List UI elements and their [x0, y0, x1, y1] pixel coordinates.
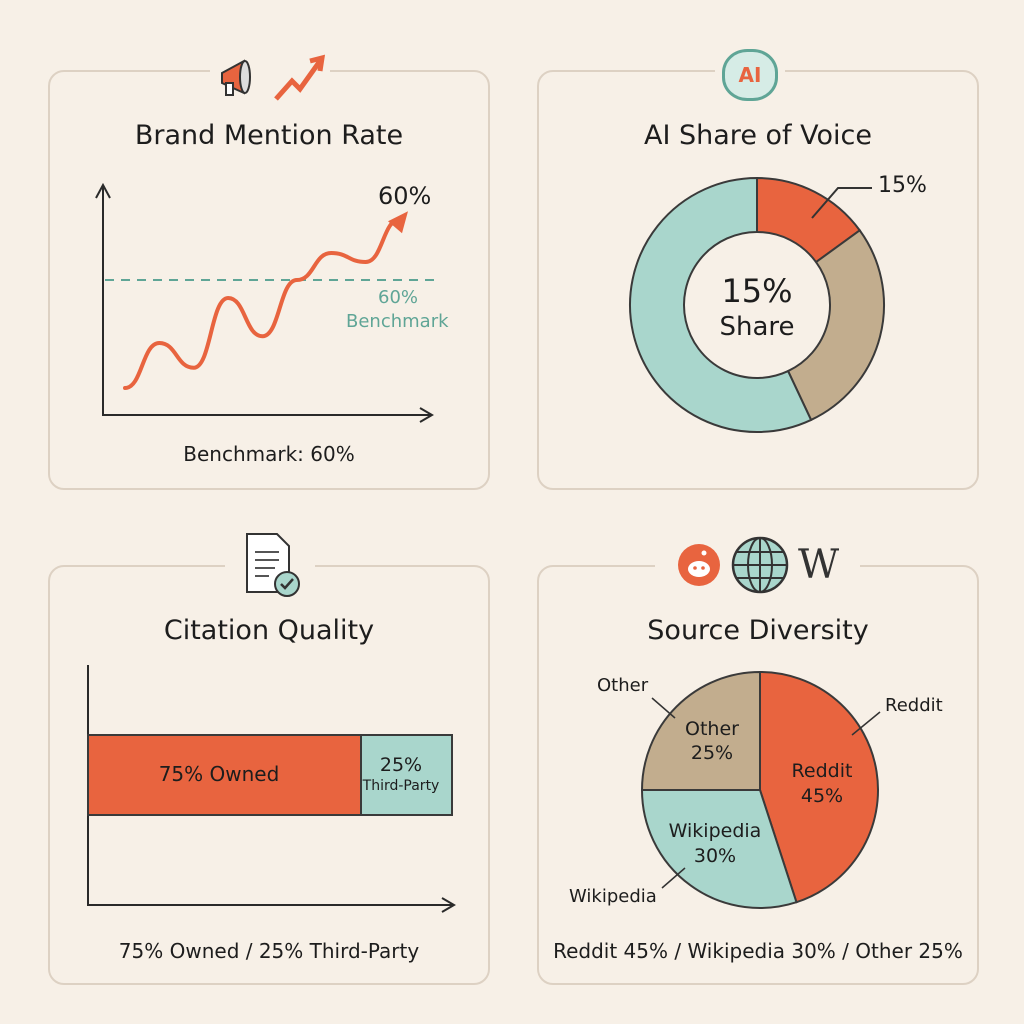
panel-title: Source Diversity: [647, 615, 869, 646]
pie-slice-reddit: [759, 670, 879, 904]
document-check-icon: [246, 533, 300, 597]
trend-up-arrow-icon: [273, 54, 325, 101]
benchmark-value-label: 60%: [378, 287, 419, 308]
bar-label-third-party-name: Third-Party: [362, 778, 440, 794]
pie-outer-label-other: Other: [597, 675, 649, 696]
pie-inner-value-reddit: 45%: [800, 785, 844, 807]
panel-icons: [210, 50, 330, 105]
pie-outer-label-wikipedia: Wikipedia: [569, 886, 657, 907]
reddit-icon: [677, 544, 720, 586]
bar-segment-third-party: [360, 734, 453, 816]
share-of-voice-panel: AI Share of Voice: [537, 70, 979, 490]
panel-footer: Reddit 45% / Wikipedia 30% / Other 25%: [553, 939, 963, 963]
source-diversity-panel: Source Diversity Reddit 45% / Wikipedia …: [537, 565, 979, 985]
bar-segment-owned: [87, 734, 362, 816]
line-end-label: 60%: [378, 182, 432, 210]
pie-inner-value-other: 25%: [690, 742, 734, 764]
bar-label-third-party-value: 25%: [379, 754, 423, 776]
pie-inner-name-other: Other: [685, 718, 739, 740]
donut-center-label: Share: [719, 312, 795, 342]
bar-label-owned: 75% Owned: [158, 762, 280, 786]
ai-brain-icon: AI: [722, 49, 778, 101]
wikipedia-icon: W: [797, 542, 840, 588]
panel-icons: AI: [715, 45, 785, 105]
axes: [95, 182, 434, 423]
line-arrowhead: [388, 211, 408, 234]
leader-line-wikipedia: [661, 867, 686, 889]
pie-inner-name-wikipedia: Wikipedia: [668, 820, 762, 842]
panel-icons: W: [655, 532, 860, 598]
globe-icon: [731, 536, 789, 594]
brand-mention-panel: Brand Mention Rate Benchmark: 60%: [48, 70, 490, 490]
donut-callout-label: 15%: [878, 173, 927, 198]
pie-inner-value-wikipedia: 30%: [693, 845, 737, 867]
megaphone-icon: [220, 58, 251, 96]
pie-outer-label-reddit: Reddit: [885, 695, 943, 716]
panel-title: AI Share of Voice: [644, 120, 872, 151]
donut-slice-2: [629, 176, 813, 433]
panel-title: Citation Quality: [163, 615, 375, 646]
callout-line: [811, 187, 872, 219]
pie-slice-wikipedia: [640, 789, 798, 909]
panel-footer: Benchmark: 60%: [183, 442, 355, 466]
leader-line-reddit: [851, 711, 881, 736]
panel-title: Brand Mention Rate: [134, 120, 404, 151]
panel-footer: 75% Owned / 25% Third-Party: [118, 939, 420, 963]
benchmark-text-label: Benchmark: [346, 311, 449, 332]
leader-line-other: [651, 697, 676, 719]
pie-inner-name-reddit: Reddit: [791, 760, 853, 782]
donut-slice-1: [786, 228, 885, 422]
pie-slice-other: [640, 670, 761, 791]
mention-rate-line: [123, 217, 402, 390]
panel-icons: [225, 530, 315, 600]
donut-center-value: 15%: [721, 272, 793, 310]
